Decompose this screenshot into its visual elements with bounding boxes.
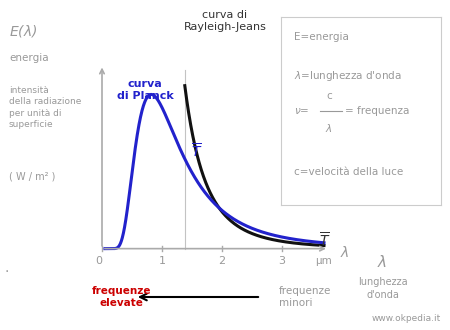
Text: curva di
Rayleigh-Jeans: curva di Rayleigh-Jeans — [184, 10, 266, 32]
Text: 1: 1 — [158, 256, 166, 266]
Text: frequenze
elevate: frequenze elevate — [92, 286, 151, 308]
Text: 0: 0 — [95, 256, 103, 266]
Text: energia: energia — [9, 53, 49, 63]
Text: frequenze
minori: frequenze minori — [279, 286, 331, 308]
Text: $\lambda$: $\lambda$ — [340, 245, 349, 260]
Text: $\lambda$: $\lambda$ — [325, 122, 333, 134]
Text: $\lambda$: $\lambda$ — [378, 254, 387, 270]
Text: .: . — [4, 261, 9, 275]
Text: = frequenza: = frequenza — [345, 106, 410, 116]
Text: c=velocità della luce: c=velocità della luce — [294, 167, 403, 177]
Text: 2: 2 — [218, 256, 225, 266]
Text: curva
di Planck: curva di Planck — [117, 79, 174, 101]
Text: ( W / m² ): ( W / m² ) — [9, 172, 55, 182]
Text: E=energia: E=energia — [294, 32, 349, 42]
Text: intensità
della radiazione
per unità di
superficie: intensità della radiazione per unità di … — [9, 86, 81, 129]
Text: $\overline{T}$: $\overline{T}$ — [319, 231, 331, 249]
Text: c: c — [326, 91, 332, 101]
Text: µm: µm — [315, 256, 332, 266]
Text: E($\lambda$): E($\lambda$) — [9, 23, 37, 39]
Text: lunghezza
d'onda: lunghezza d'onda — [358, 277, 407, 300]
Text: $\lambda$=lunghezza d'onda: $\lambda$=lunghezza d'onda — [294, 69, 402, 83]
Text: $\nu$=: $\nu$= — [294, 106, 310, 116]
Text: $\overline{T}$: $\overline{T}$ — [191, 143, 202, 161]
Text: www.okpedia.it: www.okpedia.it — [372, 314, 441, 323]
Text: 3: 3 — [279, 256, 285, 266]
